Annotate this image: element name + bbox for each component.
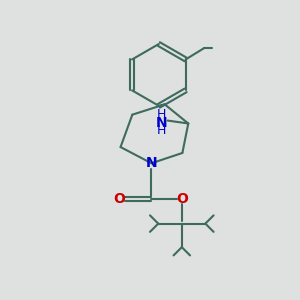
Text: N: N [156,116,168,130]
Text: O: O [176,192,188,206]
Text: N: N [146,156,157,170]
Text: H: H [157,108,167,121]
Text: H: H [157,124,167,137]
Text: O: O [114,192,126,206]
